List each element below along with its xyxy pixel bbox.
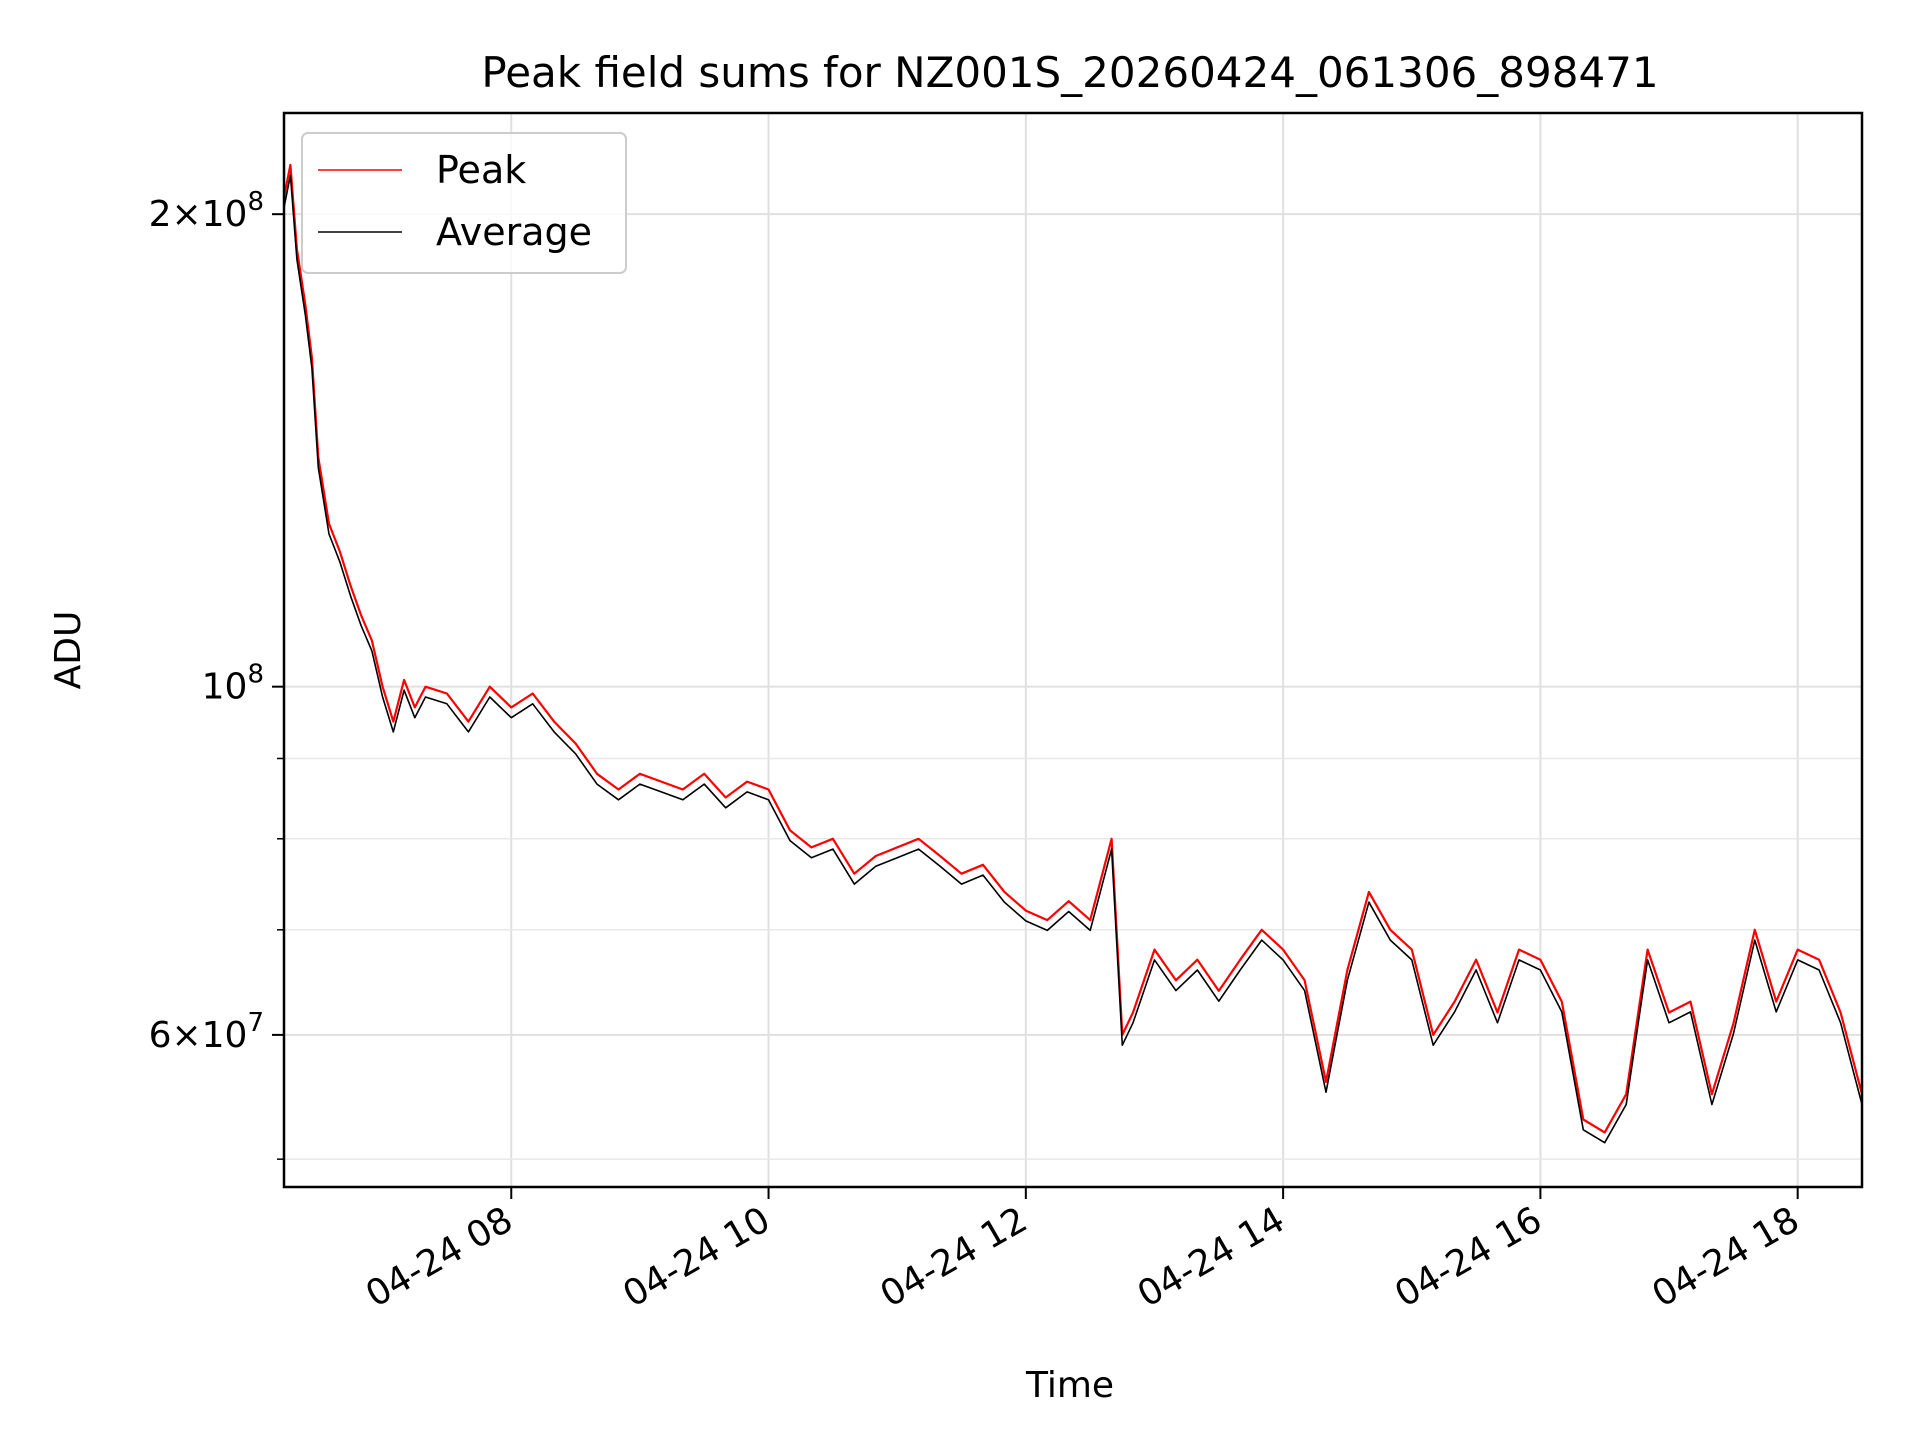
plot-frame [282,111,1864,1189]
legend-label-peak: Peak [436,148,526,192]
y-axis-label: ADU [48,611,89,690]
legend: Peak Average [301,132,627,274]
y-tick-label: 108 [202,660,264,708]
series-line-average [284,174,1862,1144]
x-axis-label: Time [1025,1365,1114,1406]
legend-label-average: Average [436,210,592,254]
grid [284,113,1862,1187]
y-tick-label: 2×108 [149,187,264,235]
y-axis: 2×108 108 6×107 [149,187,284,1160]
legend-box [301,132,627,274]
series-layer [284,163,1862,1144]
y-tick-label: 6×107 [149,1008,264,1056]
chart-title: Peak field sums for NZ001S_20260424_0613… [481,48,1658,97]
